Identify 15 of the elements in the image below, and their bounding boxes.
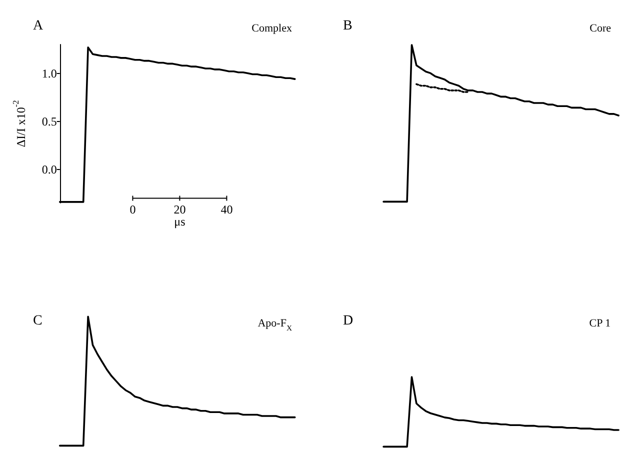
chart-subtitle: Complex bbox=[252, 22, 292, 34]
chart-title: D bbox=[343, 314, 354, 328]
annotation: 20 bbox=[174, 202, 186, 216]
y-tick-label: 0.5 bbox=[42, 114, 57, 128]
chart-title: A bbox=[33, 18, 44, 34]
annotation: 40 bbox=[220, 202, 233, 216]
chart-title: C bbox=[33, 314, 42, 328]
y-axis-title: ΔI/I x10-2 bbox=[11, 100, 28, 148]
text: μs bbox=[174, 214, 186, 228]
chart-subtitle: Core bbox=[590, 22, 612, 34]
annotation: 0 bbox=[130, 202, 136, 216]
y-tick-label: 1.0 bbox=[42, 66, 57, 80]
chart-subtitle: CP 1 bbox=[589, 318, 611, 330]
y-tick-label: 0.0 bbox=[42, 162, 57, 176]
chart-title: B bbox=[343, 18, 352, 34]
